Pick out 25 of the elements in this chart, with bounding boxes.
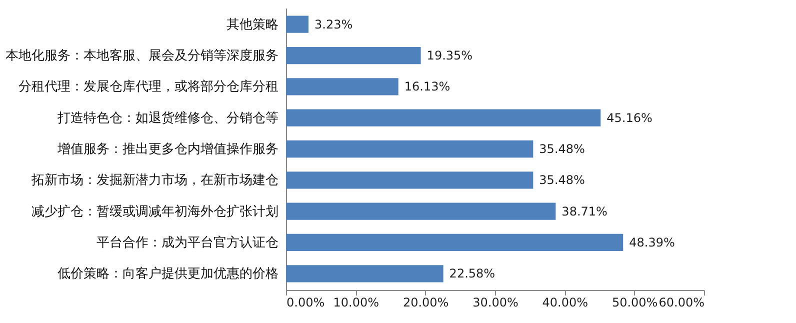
x-tick-label: 20.00%: [402, 296, 449, 310]
data-label: 48.39%: [629, 235, 675, 250]
y-tick-label: 其他策略: [226, 17, 278, 32]
data-label: 19.35%: [426, 48, 473, 63]
y-tick-label: 本地化服务：本地客服、展会及分销等深度服务: [6, 48, 278, 64]
y-tick-label: 分租代理：发展仓库代理，或将部分仓库分租: [18, 80, 278, 95]
data-label: 35.48%: [539, 142, 585, 156]
data-label: 3.23%: [314, 17, 353, 32]
y-tick-label: 减少扩仓：暂缓或调减年初海外仓扩张计划: [32, 204, 278, 220]
x-tick-label: 0.00%: [286, 296, 325, 310]
x-tick-label: 60.00%: [658, 296, 704, 310]
x-tick-label: 40.00%: [542, 296, 588, 310]
y-tick-label: 增值服务：推出更多仓内增值操作服务: [56, 142, 278, 157]
data-label: 16.13%: [404, 80, 450, 94]
x-tick-label: 50.00%: [612, 296, 658, 310]
data-label: 38.71%: [562, 204, 608, 218]
data-label: 35.48%: [539, 173, 585, 188]
x-tick-label: 10.00%: [333, 296, 380, 310]
y-tick-label: 打造特色仓：如退货维修仓、分销仓等: [56, 110, 278, 126]
data-label: 22.58%: [449, 266, 496, 281]
data-label: 45.16%: [606, 110, 652, 125]
y-tick-label: 平台合作：成为平台官方认证仓: [96, 234, 278, 250]
x-tick-label: 30.00%: [472, 296, 518, 310]
y-tick-label: 低价策略：向客户提供更加优惠的价格: [58, 266, 278, 282]
y-tick-label: 拓新市场：发掘新潜力市场，在新市场建仓: [30, 173, 278, 188]
